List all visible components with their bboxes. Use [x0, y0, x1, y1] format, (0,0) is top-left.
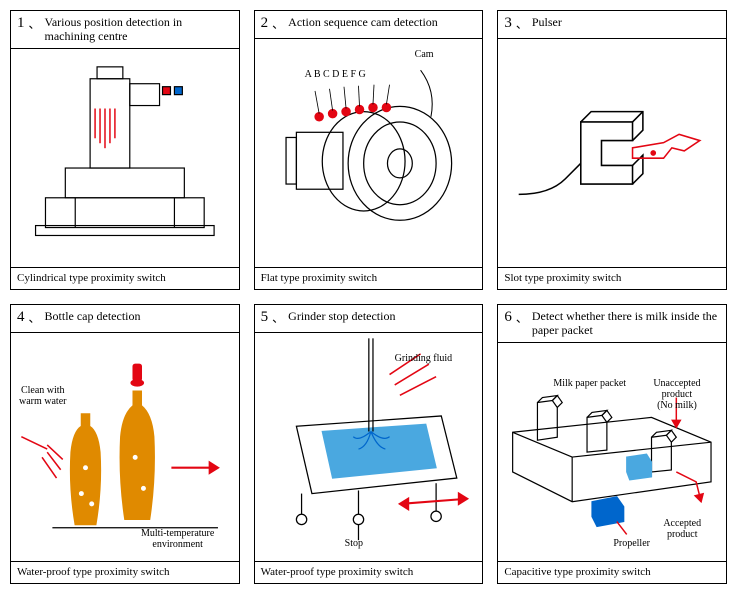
- panel-illustration: [498, 39, 726, 267]
- panel-separator: 、: [272, 15, 284, 32]
- panel-title: Pulser: [532, 15, 562, 29]
- annotation: Clean with warm water: [19, 385, 66, 407]
- annotation: Grinding fluid: [395, 353, 453, 364]
- annotation: A B C D E F G: [305, 69, 366, 80]
- panel-footer: Slot type proximity switch: [498, 267, 726, 289]
- panel-illustration: Grinding fluid Stop: [255, 333, 483, 561]
- panel-header: 6、Detect whether there is milk inside th…: [498, 305, 726, 343]
- panel-4: 4、 Bottle cap detection Clean with warm w…: [10, 304, 240, 584]
- panel-illustration: [11, 49, 239, 267]
- panel-5: 5、 Grinder stop detection Grinding fluid S…: [254, 304, 484, 584]
- panel-number: 3: [504, 15, 512, 32]
- panel-title: Detect whether there is milk inside the …: [532, 309, 720, 338]
- panel-illustration: Cam A B C D E F G: [255, 39, 483, 267]
- annotation: Cam: [415, 49, 434, 60]
- panel-number: 4: [17, 309, 25, 326]
- annotation: Milk paper packet: [553, 378, 626, 389]
- panel-title: Various position detection in machining …: [45, 15, 233, 44]
- panel-grid: 1、Various position detection in machinin…: [10, 10, 727, 584]
- annotation: Unaccepted product (No milk): [653, 378, 700, 411]
- panel-2: 2、 Action sequence cam detection Cam A B C…: [254, 10, 484, 290]
- panel-separator: 、: [29, 15, 41, 32]
- panel-number: 6: [504, 309, 512, 326]
- panel-footer: Water-proof type proximity switch: [255, 561, 483, 583]
- panel-footer: Flat type proximity switch: [255, 267, 483, 289]
- annotation: Stop: [345, 538, 363, 549]
- panel-footer: Water-proof type proximity switch: [11, 561, 239, 583]
- panel-number: 2: [261, 15, 269, 32]
- annotation: Propeller: [613, 538, 650, 549]
- panel-number: 5: [261, 309, 269, 326]
- panel-footer: Capacitive type proximity switch: [498, 561, 726, 583]
- panel-title: Action sequence cam detection: [288, 15, 438, 29]
- panel-header: 3、 Pulser: [498, 11, 726, 39]
- panel-separator: 、: [516, 15, 528, 32]
- panel-separator: 、: [516, 309, 528, 326]
- panel-separator: 、: [272, 309, 284, 326]
- panel-illustration: Clean with warm water Multi-temperature e…: [11, 333, 239, 561]
- panel-header: 1、Various position detection in machinin…: [11, 11, 239, 49]
- panel-separator: 、: [29, 309, 41, 326]
- panel-footer: Cylindrical type proximity switch: [11, 267, 239, 289]
- panel-6: 6、Detect whether there is milk inside th…: [497, 304, 727, 584]
- panel-1: 1、Various position detection in machinin…: [10, 10, 240, 290]
- panel-title: Bottle cap detection: [45, 309, 141, 323]
- panel-header: 4、 Bottle cap detection: [11, 305, 239, 333]
- panel-header: 5、 Grinder stop detection: [255, 305, 483, 333]
- panel-3: 3、 Pulser Slot type proximity switch: [497, 10, 727, 290]
- annotation: Multi-temperature environment: [141, 528, 214, 550]
- panel-number: 1: [17, 15, 25, 32]
- panel-illustration: Milk paper packet Unaccepted product (No …: [498, 343, 726, 561]
- panel-header: 2、 Action sequence cam detection: [255, 11, 483, 39]
- annotation: Accepted product: [663, 518, 701, 540]
- panel-title: Grinder stop detection: [288, 309, 395, 323]
